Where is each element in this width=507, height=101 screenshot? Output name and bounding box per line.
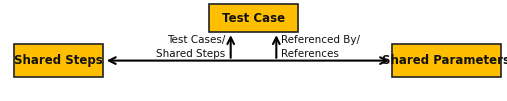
Text: Referenced By/
References: Referenced By/ References	[281, 35, 360, 59]
Text: Test Cases/
Shared Steps: Test Cases/ Shared Steps	[156, 35, 226, 59]
Text: Shared Parameters: Shared Parameters	[382, 54, 507, 67]
FancyBboxPatch shape	[209, 4, 298, 32]
FancyBboxPatch shape	[391, 44, 500, 77]
FancyBboxPatch shape	[14, 44, 102, 77]
Text: Test Case: Test Case	[222, 12, 285, 25]
Text: Shared Steps: Shared Steps	[14, 54, 103, 67]
